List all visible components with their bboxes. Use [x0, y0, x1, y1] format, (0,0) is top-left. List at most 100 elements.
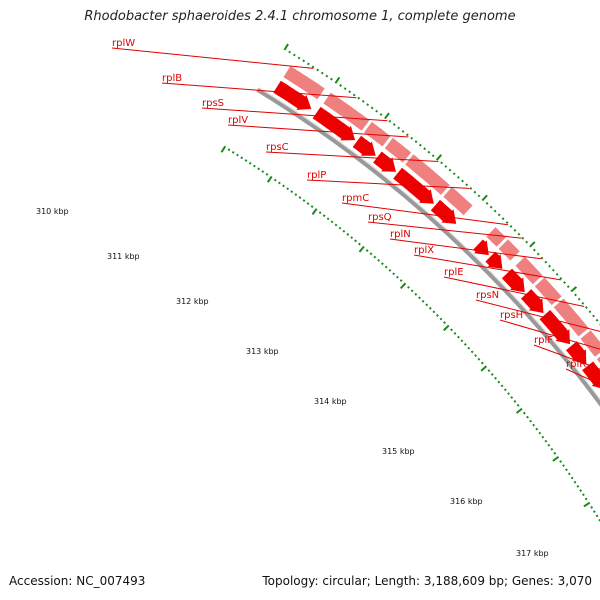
- inner-tick: [261, 170, 265, 173]
- outer-tick: [525, 240, 529, 244]
- leader-line: [533, 344, 600, 370]
- inner-tick: [460, 339, 464, 343]
- gene-band: [533, 276, 563, 307]
- inner-tick: [450, 328, 453, 332]
- outer-tick: [325, 74, 329, 78]
- gene-band: [404, 153, 451, 196]
- outer-tick: [320, 71, 324, 75]
- inner-tick: [310, 205, 314, 208]
- inner-tick: [346, 233, 350, 236]
- outer-tick: [517, 232, 521, 236]
- outer-tick: [384, 112, 390, 120]
- outer-tick: [532, 248, 536, 252]
- inner-tick: [567, 472, 571, 476]
- kbp-labels: 310 kbp 311 kbp 312 kbp 313 kbp 314 kbp 315 k…: [36, 207, 549, 558]
- inner-tick: [311, 208, 318, 215]
- inner-tick: [576, 484, 580, 488]
- outer-tick: [361, 100, 365, 103]
- inner-tick: [565, 468, 568, 472]
- inner-tick: [294, 193, 298, 197]
- cds-arrow: [566, 341, 587, 365]
- outer-tick: [551, 268, 555, 272]
- inner-tick: [532, 423, 536, 427]
- label-leaders: [111, 47, 600, 385]
- gene-label: rpsH: [500, 310, 523, 321]
- outer-tick: [440, 161, 444, 165]
- inner-tick: [236, 153, 239, 157]
- outer-tick: [414, 140, 418, 144]
- outer-tick: [410, 136, 414, 140]
- outer-tick: [481, 194, 488, 202]
- inner-tick: [552, 456, 560, 462]
- leader-line: [265, 151, 439, 162]
- inner-tick: [302, 199, 306, 202]
- kbp-label: 314 kbp: [314, 397, 347, 406]
- outer-tick: [431, 154, 435, 158]
- outer-tick: [448, 168, 452, 172]
- gene-label: rplB: [162, 73, 182, 84]
- inner-tick: [595, 514, 599, 518]
- outer-tick: [302, 59, 306, 63]
- outer-tick: [566, 285, 570, 289]
- outer-tick: [423, 147, 427, 151]
- outer-tick: [521, 236, 525, 240]
- outer-tick: [493, 209, 497, 213]
- inner-tick: [400, 282, 407, 290]
- inner-tick: [457, 335, 460, 339]
- inner-tick: [334, 223, 338, 227]
- inner-tick: [453, 332, 457, 335]
- leader-line: [111, 47, 314, 69]
- outer-tick: [497, 213, 501, 217]
- inner-tick: [244, 159, 248, 162]
- inner-tick: [392, 272, 396, 276]
- outer-tick: [570, 286, 578, 293]
- outer-tick: [388, 119, 392, 123]
- gene-label: rpsC: [266, 142, 289, 153]
- outer-tick: [306, 62, 310, 66]
- inner-tick: [365, 249, 369, 252]
- inner-tick: [388, 268, 392, 272]
- outer-tick: [288, 50, 292, 54]
- inner-tick: [538, 431, 542, 435]
- inner-tick: [432, 310, 436, 314]
- inner-tick: [497, 380, 501, 384]
- leader-line: [499, 319, 600, 350]
- leader-line: [161, 82, 357, 99]
- outer-tick: [548, 264, 552, 268]
- inner-tick: [358, 242, 361, 246]
- inner-tick: [463, 343, 467, 346]
- outer-tick: [595, 318, 599, 322]
- outer-tick: [473, 190, 477, 194]
- kbp-label: 315 kbp: [382, 447, 415, 456]
- cds-arrow: [312, 106, 356, 141]
- inner-tick: [231, 151, 235, 154]
- tick-marks: [220, 43, 600, 522]
- inner-tick: [535, 427, 539, 431]
- outer-tick: [509, 225, 513, 228]
- gene-label: rplE: [444, 267, 464, 278]
- inner-tick: [559, 460, 563, 463]
- inner-tick: [529, 419, 533, 423]
- inner-tick: [240, 156, 244, 160]
- inner-tick: [399, 279, 403, 282]
- gene-band: [552, 297, 590, 338]
- inner-tick: [266, 175, 273, 183]
- gene-label: rpsQ: [368, 212, 392, 223]
- outer-tick: [563, 281, 566, 284]
- inner-tick: [253, 164, 256, 168]
- map-title: Rhodobacter sphaeroides 2.4.1 chromosome…: [84, 9, 516, 24]
- gene-band: [362, 120, 392, 148]
- inner-tick: [354, 239, 357, 243]
- gene-band: [322, 91, 371, 132]
- inner-tick: [414, 292, 418, 296]
- gene-band: [485, 226, 507, 248]
- leader-line: [306, 179, 470, 189]
- gene-label: rplV: [228, 115, 248, 126]
- inner-tick: [467, 346, 471, 350]
- inner-tick: [290, 190, 294, 194]
- inner-tick: [500, 384, 504, 388]
- outer-tick: [397, 126, 401, 130]
- cds-arrow: [373, 151, 396, 172]
- outer-tick: [375, 109, 379, 113]
- outer-tick: [357, 96, 361, 100]
